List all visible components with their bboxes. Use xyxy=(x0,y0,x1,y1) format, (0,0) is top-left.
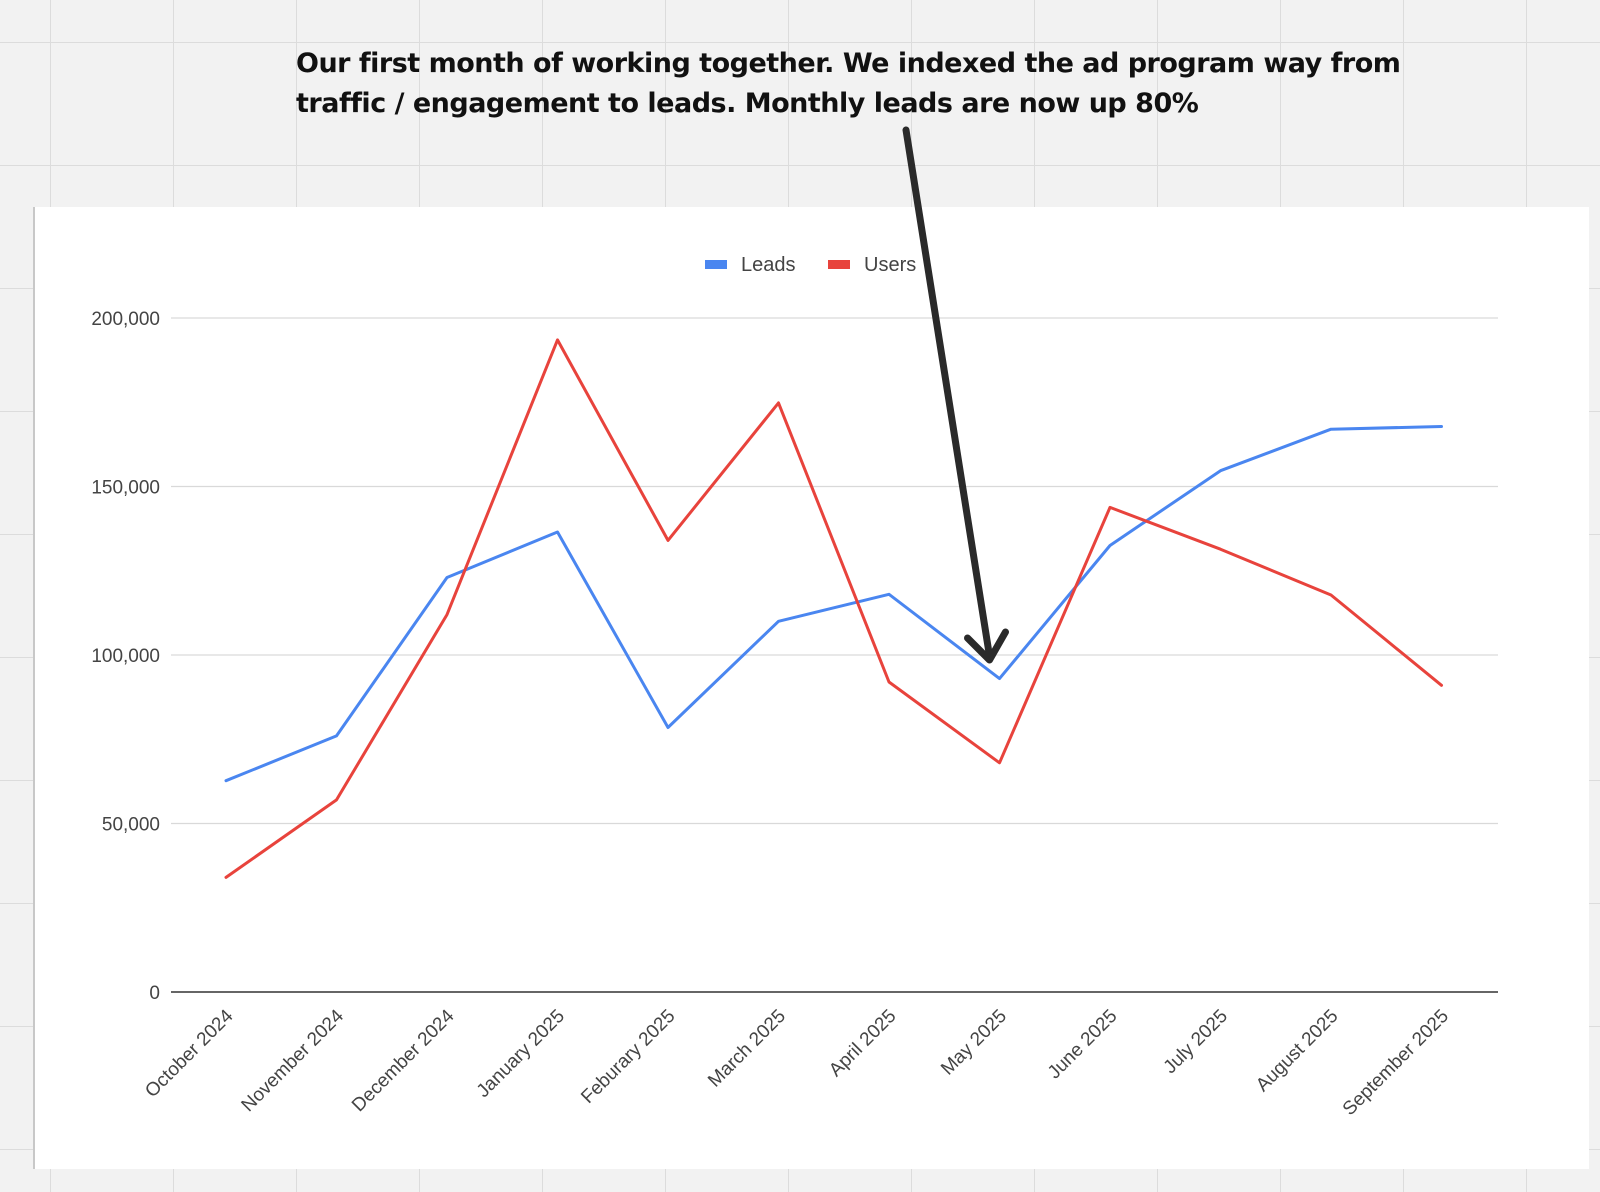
y-axis-ticks: 0 50,000 100,000 150,000 200,000 xyxy=(91,309,160,1004)
series-line-users xyxy=(224,338,1443,879)
chart-card xyxy=(33,207,1589,1169)
series-lines xyxy=(224,338,1443,879)
legend-label: Users xyxy=(864,254,916,276)
y-tick-label: 0 xyxy=(149,983,160,1004)
y-tick-label: 200,000 xyxy=(91,309,160,330)
y-tick-label: 100,000 xyxy=(91,646,160,667)
x-tick-label: October 2024 xyxy=(141,1005,238,1102)
x-axis-ticks: October 2024 November 2024 December 2024 Ja… xyxy=(141,1005,1453,1119)
x-tick-label: April 2025 xyxy=(825,1006,900,1081)
legend-label: Leads xyxy=(741,254,796,276)
x-tick-label: Feburary 2025 xyxy=(577,1006,679,1108)
x-tick-label: July 2025 xyxy=(1160,1006,1232,1078)
legend-swatch xyxy=(828,260,850,269)
y-tick-label: 150,000 xyxy=(91,478,160,499)
legend-swatch xyxy=(705,260,727,269)
x-tick-label: November 2024 xyxy=(238,1005,349,1116)
gridlines xyxy=(171,317,1498,993)
arrow-head xyxy=(964,628,1009,664)
legend-item-users: Users xyxy=(828,254,916,276)
x-tick-label: May 2025 xyxy=(937,1006,1011,1080)
x-tick-label: January 2025 xyxy=(473,1006,569,1102)
x-tick-label: March 2025 xyxy=(704,1006,790,1092)
annotation-arrow xyxy=(902,126,1009,664)
annotation-text: Our first month of working together. We … xyxy=(296,48,1401,119)
x-tick-label: September 2025 xyxy=(1339,1006,1453,1120)
arrow-shaft xyxy=(902,126,993,660)
series-line-leads xyxy=(224,425,1443,783)
legend: Leads Users xyxy=(705,254,916,276)
x-tick-label: June 2025 xyxy=(1044,1006,1122,1084)
x-tick-label: December 2024 xyxy=(348,1005,459,1116)
legend-item-leads: Leads xyxy=(705,254,796,276)
y-tick-label: 50,000 xyxy=(102,815,160,836)
x-tick-label: August 2025 xyxy=(1252,1006,1342,1096)
